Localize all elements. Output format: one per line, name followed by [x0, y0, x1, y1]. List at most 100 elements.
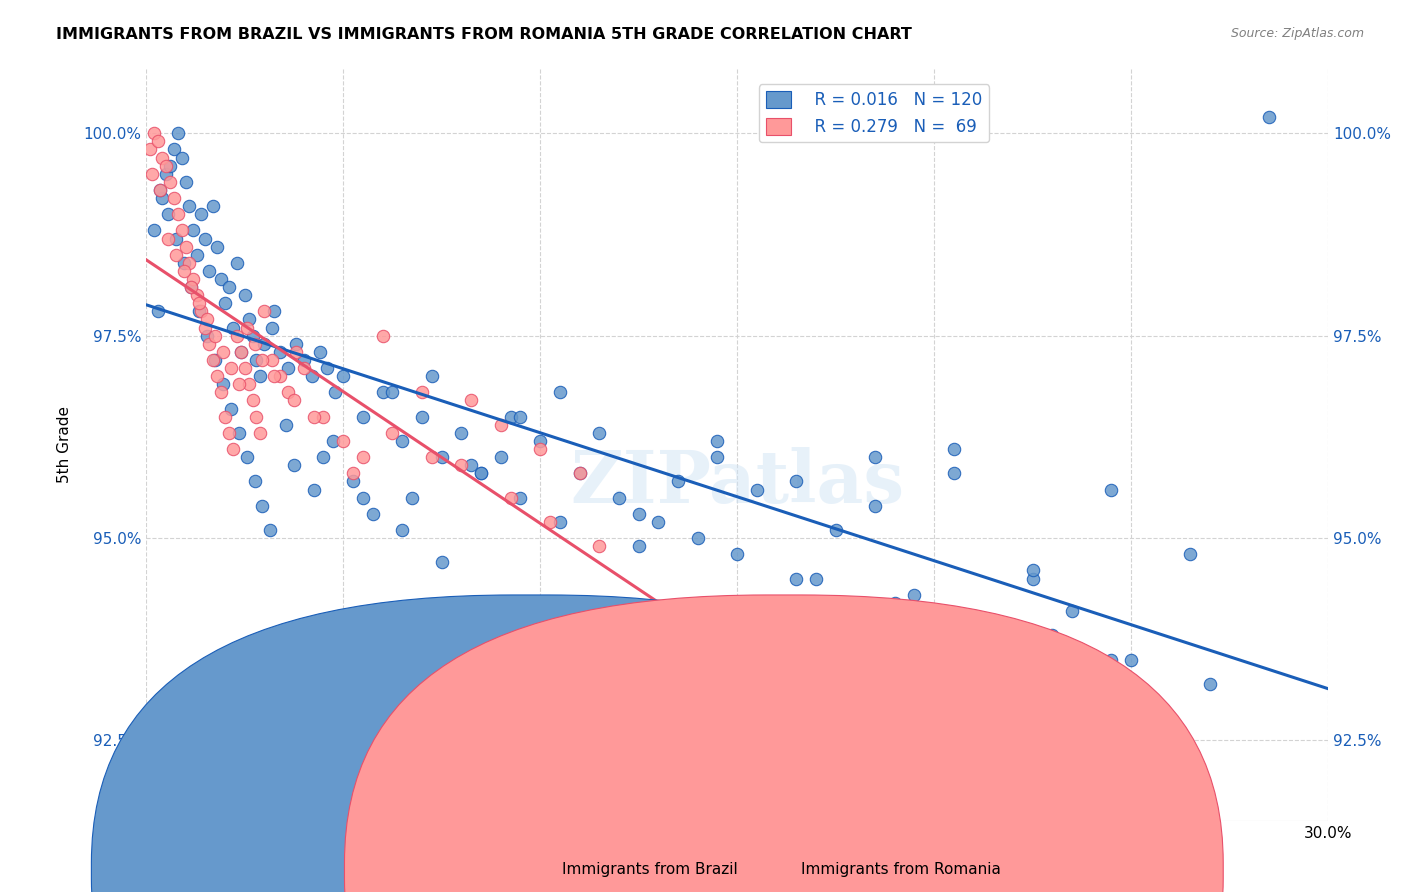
Point: [155, 159, 177, 173]
Y-axis label: 5th Grade: 5th Grade: [58, 407, 72, 483]
Point: [173, 256, 195, 270]
Point: [218, 425, 240, 440]
Point: [962, 612, 984, 626]
Point: [170, 223, 193, 237]
Point: [218, 280, 240, 294]
Point: [283, 458, 305, 473]
Point: [173, 264, 195, 278]
Point: [607, 491, 630, 505]
Point: [202, 199, 225, 213]
Point: [302, 409, 325, 424]
Point: [165, 248, 187, 262]
Point: [214, 296, 236, 310]
Point: [252, 353, 274, 368]
Point: [489, 450, 512, 464]
Point: [342, 475, 364, 489]
Point: [804, 572, 827, 586]
Point: [233, 361, 256, 376]
Point: [235, 320, 257, 334]
Point: [149, 183, 172, 197]
Point: [301, 369, 323, 384]
Point: [312, 409, 335, 424]
Point: [942, 467, 965, 481]
Point: [745, 483, 768, 497]
Point: [225, 328, 247, 343]
Point: [188, 296, 211, 310]
Point: [229, 344, 252, 359]
Point: [198, 336, 221, 351]
Point: [568, 467, 591, 481]
Point: [666, 475, 689, 489]
Point: [1099, 483, 1122, 497]
Point: [190, 304, 212, 318]
Point: [308, 344, 330, 359]
Point: [284, 336, 307, 351]
Point: [195, 312, 218, 326]
Point: [222, 442, 245, 456]
Point: [204, 328, 226, 343]
Point: [180, 280, 202, 294]
Point: [538, 515, 561, 529]
Point: [361, 507, 384, 521]
Point: [411, 385, 433, 400]
Point: [1180, 757, 1202, 772]
Point: [253, 304, 276, 318]
Point: [863, 450, 886, 464]
Point: [647, 515, 669, 529]
Point: [450, 458, 472, 473]
Point: [194, 320, 217, 334]
Point: [269, 369, 291, 384]
Point: [785, 475, 807, 489]
Point: [627, 507, 650, 521]
Point: [1021, 572, 1043, 586]
Point: [166, 207, 188, 221]
Text: Source: ZipAtlas.com: Source: ZipAtlas.com: [1230, 27, 1364, 40]
Point: [170, 151, 193, 165]
Point: [202, 353, 225, 368]
Point: [312, 450, 335, 464]
Point: [225, 256, 247, 270]
Point: [588, 539, 610, 553]
Point: [194, 231, 217, 245]
Point: [470, 467, 492, 481]
Point: [204, 353, 226, 368]
Point: [342, 467, 364, 481]
Point: [243, 336, 266, 351]
Point: [245, 353, 267, 368]
Point: [262, 320, 284, 334]
Point: [163, 191, 186, 205]
Point: [198, 264, 221, 278]
Point: [706, 450, 728, 464]
Point: [156, 207, 179, 221]
Point: [883, 596, 905, 610]
Point: [263, 369, 285, 384]
Point: [209, 385, 232, 400]
Point: [259, 523, 281, 537]
Point: [245, 409, 267, 424]
Point: [725, 547, 748, 561]
Text: ZIPatlas: ZIPatlas: [569, 447, 904, 518]
Point: [316, 361, 339, 376]
Point: [229, 344, 252, 359]
Point: [1140, 709, 1163, 723]
Point: [188, 304, 211, 318]
Point: [277, 385, 299, 400]
Point: [179, 256, 201, 270]
Point: [242, 393, 264, 408]
Point: [212, 377, 235, 392]
Point: [143, 223, 166, 237]
Point: [219, 401, 242, 416]
Point: [179, 199, 201, 213]
Point: [302, 483, 325, 497]
Point: [863, 499, 886, 513]
Point: [209, 272, 232, 286]
Point: [352, 409, 374, 424]
Point: [143, 126, 166, 140]
Point: [627, 539, 650, 553]
Point: [292, 353, 315, 368]
Point: [186, 248, 208, 262]
Point: [174, 239, 197, 253]
Point: [824, 523, 846, 537]
Point: [139, 143, 162, 157]
Point: [214, 409, 236, 424]
